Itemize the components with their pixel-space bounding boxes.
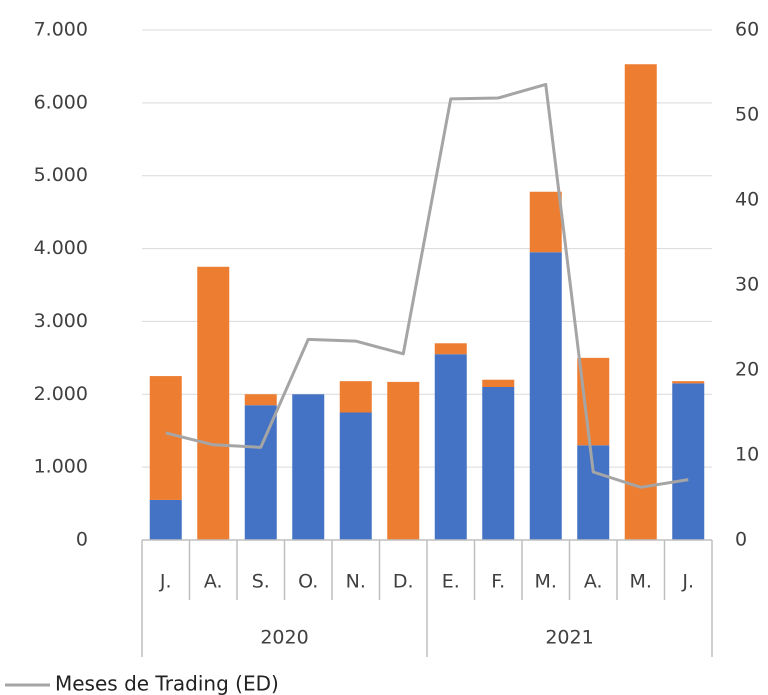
x-tick-label: A. (584, 571, 603, 593)
y-tick-label: 1.000 (34, 456, 88, 478)
y-tick-label: 5.000 (34, 164, 88, 186)
x-tick-label: A. (204, 571, 223, 593)
bar (434, 343, 467, 355)
x-tick-label: E. (442, 571, 460, 593)
y2-tick-label: 50 (735, 104, 759, 126)
bar (577, 357, 610, 446)
x-tick-label: N. (346, 571, 366, 593)
bar (577, 445, 610, 540)
group-label: 2020 (260, 627, 308, 649)
legend-label: Meses de Trading (ED) (55, 672, 279, 695)
y-tick-label: 3.000 (34, 310, 88, 332)
y-tick-label: 0 (76, 529, 88, 551)
bar (624, 64, 657, 540)
bar (244, 405, 277, 540)
x-tick-label: S. (252, 571, 270, 593)
y2-tick-label: 40 (735, 189, 759, 211)
bar (339, 412, 372, 540)
x-tick-label: M. (630, 571, 652, 593)
y-tick-label: 6.000 (34, 91, 88, 113)
bar (529, 252, 562, 540)
bar (197, 266, 230, 540)
x-tick-label: F. (491, 571, 505, 593)
y-tick-label: 7.000 (34, 19, 88, 41)
bar (434, 354, 467, 540)
bar (292, 394, 325, 540)
bar (672, 383, 705, 540)
bar (482, 387, 515, 540)
bar (482, 379, 515, 387)
bar (672, 381, 705, 384)
bar (529, 191, 562, 253)
x-tick-label: O. (298, 571, 318, 593)
line-series (165, 82, 689, 489)
y2-tick-label: 20 (735, 359, 759, 381)
y2-tick-label: 60 (735, 19, 759, 41)
bar (244, 394, 277, 406)
y2-tick-label: 30 (735, 274, 759, 296)
group-label: 2021 (545, 627, 593, 649)
x-tick-label: D. (393, 571, 414, 593)
bar (387, 381, 420, 540)
bar (339, 381, 372, 413)
y-tick-label: 4.000 (34, 237, 88, 259)
y2-tick-label: 10 (735, 444, 759, 466)
bar (149, 499, 182, 540)
bar (149, 376, 182, 500)
x-tick-label: J. (159, 571, 172, 593)
y2-tick-label: 0 (735, 529, 747, 551)
y-tick-label: 2.000 (34, 383, 88, 405)
x-tick-label: J. (681, 571, 694, 593)
x-tick-label: M. (535, 571, 557, 593)
